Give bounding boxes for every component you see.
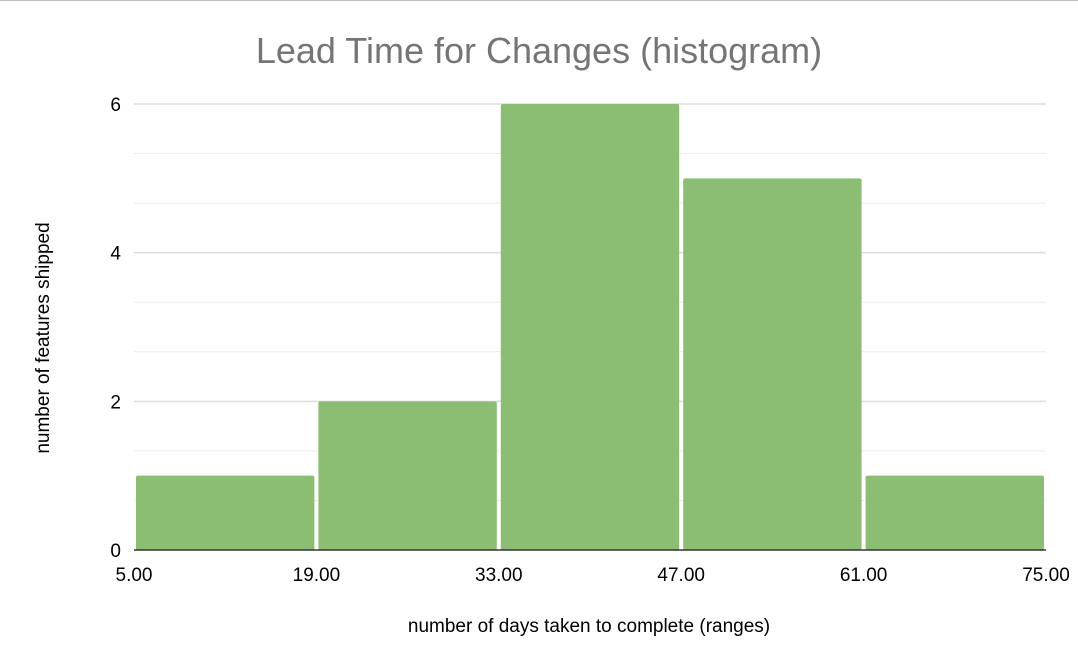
y-tick-label: 4 xyxy=(110,244,121,265)
histogram-bar-4 xyxy=(683,178,862,551)
y-tick-label: 0 xyxy=(110,541,121,562)
y-tick-label: 2 xyxy=(110,392,121,413)
x-axis-label: number of days taken to complete (ranges… xyxy=(407,616,771,637)
histogram-bar-3 xyxy=(500,104,680,550)
x-tick-label: 5.00 xyxy=(116,565,153,586)
x-tick-label: 47.00 xyxy=(657,565,705,586)
histogram-bar-5 xyxy=(865,475,1044,550)
x-tick-label: 61.00 xyxy=(840,565,888,586)
y-tick-label: 6 xyxy=(110,95,121,116)
axes: 0 2 4 6 5.00 19.00 33.00 47.00 61.00 75.00 xyxy=(110,95,1069,586)
x-tick-label: 75.00 xyxy=(1022,565,1070,586)
bars xyxy=(136,104,1044,551)
histogram-bar-1 xyxy=(136,475,315,550)
x-tick-label: 19.00 xyxy=(293,565,341,586)
top-border xyxy=(0,0,1078,1)
histogram-bar-2 xyxy=(318,401,497,550)
y-axis-label: number of features shipped xyxy=(33,222,54,454)
chart-title: Lead Time for Changes (histogram) xyxy=(255,30,823,71)
x-tick-label: 33.00 xyxy=(475,565,523,586)
